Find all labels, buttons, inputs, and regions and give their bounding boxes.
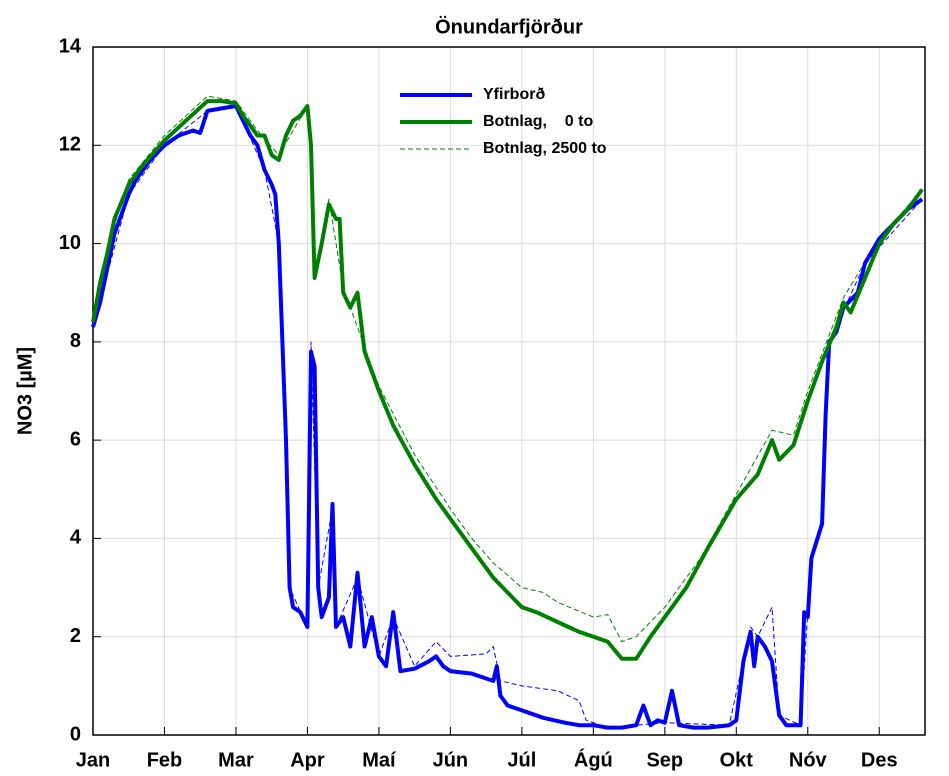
y-tick-label: 8 (70, 330, 81, 352)
y-tick-label: 10 (59, 232, 81, 254)
x-tick-label: Maí (362, 749, 397, 771)
x-tick-label: Jan (76, 749, 110, 771)
y-tick-label: 12 (59, 134, 81, 156)
y-axis-label: NO3 [µM] (14, 347, 36, 435)
x-tick-label: Des (861, 749, 898, 771)
series-line (91, 104, 924, 730)
y-tick-label: 2 (70, 625, 81, 647)
x-tick-label: Feb (147, 749, 183, 771)
y-tick-label: 14 (59, 35, 82, 57)
x-tick-label: Júl (507, 749, 536, 771)
legend-label: Yfirborð (483, 86, 545, 103)
x-tick-label: Jún (433, 749, 469, 771)
y-tick-label: 4 (70, 527, 82, 549)
x-tick-label: Sep (646, 749, 683, 771)
legend-label: Botnlag, 2500 to (483, 140, 607, 157)
x-tick-label: Okt (720, 749, 754, 771)
plot-frame (92, 46, 926, 736)
y-tick-label: 6 (70, 428, 81, 450)
series-line (92, 95, 923, 643)
x-tick-label: Nóv (789, 749, 828, 771)
x-tick-label: Apr (290, 749, 325, 771)
series-line (91, 99, 924, 661)
x-tick-label: Mar (218, 749, 254, 771)
series-line (92, 105, 923, 729)
y-tick-label: 0 (70, 723, 81, 745)
x-tick-label: Ágú (574, 748, 613, 771)
legend-label: Botnlag, 0 to (483, 113, 593, 130)
chart-title: Önundarfjörður (435, 15, 583, 38)
